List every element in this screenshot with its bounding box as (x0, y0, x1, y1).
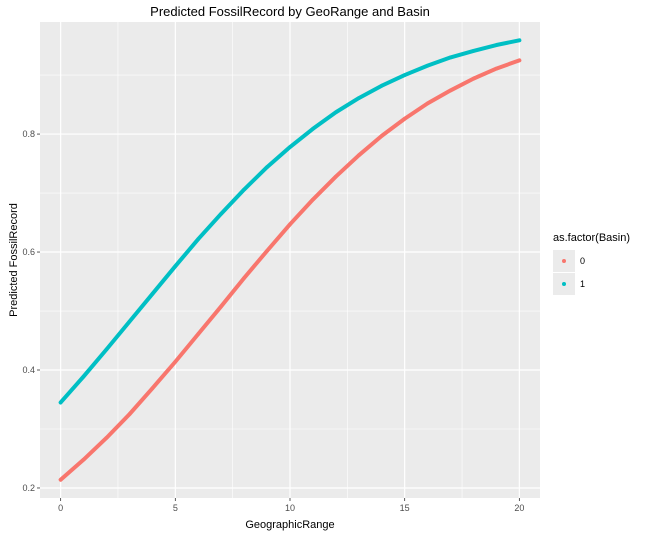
legend-marker-1 (562, 282, 566, 286)
x-axis-label: GeographicRange (245, 519, 334, 531)
data-point (357, 153, 361, 158)
data-point (288, 222, 292, 227)
data-point (58, 400, 63, 405)
x-tick-label: 5 (173, 503, 178, 513)
data-point (379, 134, 384, 138)
data-point (127, 319, 132, 324)
data-point (173, 264, 178, 268)
data-point (127, 412, 132, 417)
data-point (379, 83, 384, 88)
data-point (196, 237, 201, 241)
x-tick-label: 20 (514, 503, 524, 513)
data-point (104, 347, 109, 352)
data-point (242, 276, 246, 280)
data-point (196, 332, 201, 336)
data-point (58, 477, 63, 482)
series-layer (58, 38, 522, 482)
data-point (402, 73, 407, 77)
legend-marker-0 (562, 259, 566, 263)
data-point (334, 174, 338, 179)
data-point (311, 197, 315, 202)
data-point (517, 38, 522, 43)
data-point (81, 374, 86, 379)
data-point (81, 457, 86, 462)
axes: 0 5 10 15 20 0.2 0.4 0.6 0.8 (22, 129, 524, 513)
y-tick-label: 0.4 (22, 365, 35, 375)
data-point (425, 63, 430, 68)
data-point (311, 126, 315, 131)
data-point (219, 304, 223, 309)
data-point (357, 96, 361, 100)
legend-label: 0 (580, 256, 585, 266)
data-point (150, 292, 155, 296)
data-point (150, 386, 155, 391)
data-point (265, 165, 269, 169)
data-point (265, 249, 269, 253)
data-point (494, 66, 499, 71)
data-point (104, 436, 109, 440)
data-point (288, 145, 292, 149)
y-tick-label: 0.2 (22, 483, 35, 493)
gridlines (40, 22, 540, 498)
legend-title: as.factor(Basin) (553, 232, 630, 244)
y-axis-label: Predicted FossilRecord (8, 203, 20, 317)
data-point (402, 116, 407, 121)
data-point (448, 88, 453, 93)
data-point (448, 55, 453, 60)
data-point (219, 211, 223, 216)
data-point (425, 101, 430, 106)
data-point (334, 110, 338, 115)
data-point (242, 187, 246, 192)
legend: as.factor(Basin) 0 1 (553, 232, 630, 295)
x-tick-label: 10 (285, 503, 295, 513)
data-point (471, 49, 476, 53)
y-tick-label: 0.6 (22, 247, 35, 257)
data-point (471, 76, 476, 81)
y-tick-label: 0.8 (22, 129, 35, 139)
data-point (494, 43, 499, 47)
x-tick-label: 0 (58, 503, 63, 513)
data-point (517, 58, 522, 63)
chart-title: Predicted FossilRecord by GeoRange and B… (150, 4, 430, 19)
x-tick-label: 15 (400, 503, 410, 513)
legend-label: 1 (580, 279, 585, 289)
data-point (173, 359, 178, 364)
